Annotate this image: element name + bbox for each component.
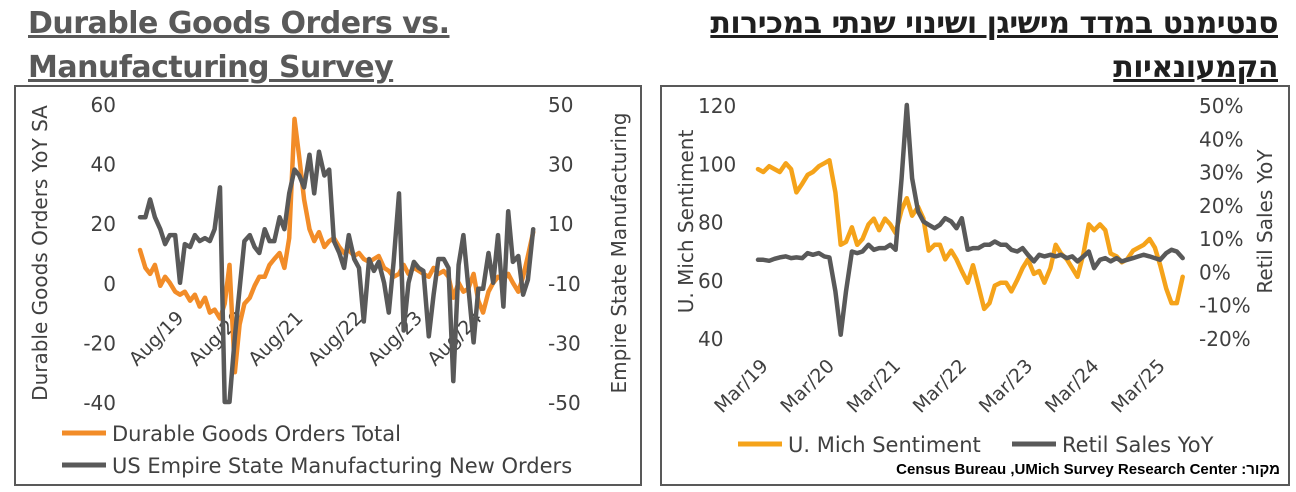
x-axis-tick-label: Aug/23	[364, 307, 427, 370]
series-line-2	[755, 102, 1185, 337]
x-axis-tick-label: Mar/20	[776, 355, 839, 418]
legend-label-2: US Empire State Manufacturing New Orders	[112, 454, 572, 478]
right-axis-tick-label: -50	[548, 391, 581, 415]
x-axis-tick-label: Aug/22	[304, 307, 367, 370]
durable-goods-chart-panel: 60 40 20 0 -20 -40 50 30 10 -10 -30 -50 Durable Good…	[14, 85, 642, 486]
left-axis-tick-label: 40	[698, 327, 723, 351]
left-axis-tick-label: -40	[83, 391, 116, 415]
legend-label-2: Retil Sales YoY	[1062, 433, 1214, 457]
left-axis-tick-label: 40	[91, 153, 116, 177]
right-axis-tick-label: 30%	[1199, 161, 1243, 185]
right-axis-tick-label: -10	[548, 272, 581, 296]
right-axis-tick-label: 40%	[1199, 127, 1243, 151]
x-axis-tick-label: Mar/22	[909, 355, 972, 418]
x-axis-tick-label: Aug/21	[244, 307, 307, 370]
left-axis-tick-label: 80	[698, 211, 723, 235]
right-axis-tick-label: 50%	[1199, 94, 1243, 118]
left-axis-tick-label: 20	[91, 212, 116, 236]
x-axis-tick-label: Mar/24	[1041, 355, 1104, 418]
series-line-2	[137, 149, 536, 405]
right-axis-tick-label: 30	[548, 153, 573, 177]
right-axis-title: Empire State Manufacturing	[607, 113, 631, 394]
left-axis-tick-label: 60	[698, 269, 723, 293]
left-axis-tick-label: 120	[698, 94, 736, 118]
right-axis-tick-label: 10	[548, 212, 573, 236]
right-axis-tick-label: 20%	[1199, 194, 1243, 218]
series-line-1	[755, 158, 1185, 312]
left-axis-tick-label: 0	[103, 272, 116, 296]
legend-label-1: Durable Goods Orders Total	[112, 422, 401, 446]
right-axis-tick-label: -20%	[1199, 327, 1251, 351]
x-axis-tick-label: Mar/23	[975, 355, 1038, 418]
right-axis-tick-label: 10%	[1199, 227, 1243, 251]
right-axis-tick-label: -30	[548, 331, 581, 355]
x-axis-tick-label: Aug/19	[125, 307, 188, 370]
x-axis-tick-label: Mar/25	[1107, 355, 1170, 418]
right-axis-title: Retil Sales YoY	[1253, 149, 1277, 294]
sentiment-chart-panel: 120 100 80 60 40 50% 40% 30% 20% 10% 0% -10% -20% U. …	[660, 85, 1290, 486]
right-axis-tick-label: 50	[548, 93, 573, 117]
x-axis-tick-label: Mar/19	[710, 355, 773, 418]
legend-label-1: U. Mich Sentiment	[788, 433, 981, 457]
left-axis-tick-label: -20	[83, 331, 116, 355]
left-axis-tick-label: 60	[91, 93, 116, 117]
sentiment-chart: 120 100 80 60 40 50% 40% 30% 20% 10% 0% -10% -20% U. …	[674, 94, 1277, 457]
left-axis-title: Durable Goods Orders YoY SA	[28, 105, 52, 401]
x-axis-tick-label: Mar/21	[843, 355, 906, 418]
right-chart-title: סנטימנט במדד מישיגן ושינוי שנתי במכירות …	[710, 6, 1278, 85]
right-axis-tick-label: 0%	[1199, 260, 1231, 284]
left-axis-tick-label: 100	[698, 152, 736, 176]
source-note: מקור: Census Bureau ,UMich Survey Resear…	[896, 461, 1280, 478]
left-axis-title: U. Mich Sentiment	[674, 130, 698, 314]
durable-goods-chart: 60 40 20 0 -20 -40 50 30 10 -10 -30 -50 Durable Good…	[28, 93, 631, 478]
left-chart-title: Durable Goods Orders vs. Manufacturing S…	[28, 6, 450, 85]
right-axis-tick-label: -10%	[1199, 294, 1251, 318]
